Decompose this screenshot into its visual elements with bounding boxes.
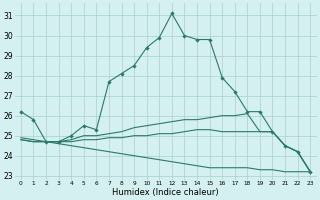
X-axis label: Humidex (Indice chaleur): Humidex (Indice chaleur) [112,188,219,197]
